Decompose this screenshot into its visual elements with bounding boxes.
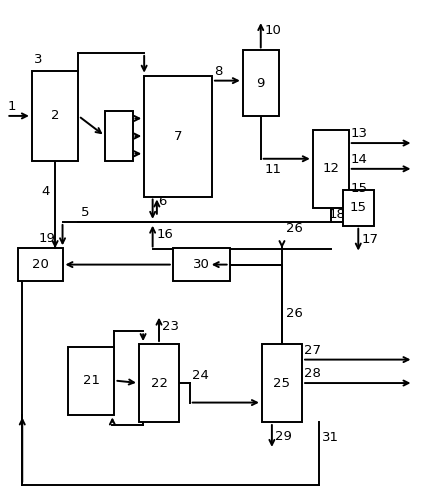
Text: 20: 20 [32, 258, 49, 271]
Text: 2: 2 [51, 109, 59, 122]
Bar [139, 344, 179, 422]
Text: 22: 22 [151, 376, 167, 390]
Text: 28: 28 [304, 367, 321, 381]
Text: 12: 12 [322, 162, 339, 175]
Bar [32, 71, 78, 161]
Text: 16: 16 [157, 228, 174, 241]
Text: 9: 9 [257, 77, 265, 90]
Bar [262, 344, 302, 422]
Text: 25: 25 [273, 376, 290, 390]
Bar [243, 50, 279, 116]
Text: 18: 18 [329, 208, 346, 221]
Bar [343, 190, 374, 226]
Bar [313, 130, 349, 208]
Text: 6: 6 [158, 195, 166, 208]
Text: 13: 13 [351, 128, 368, 141]
Text: 29: 29 [275, 430, 292, 443]
Text: 23: 23 [162, 320, 179, 333]
Text: 26: 26 [286, 307, 303, 320]
Text: 7: 7 [174, 130, 182, 143]
Bar [173, 248, 230, 281]
Text: 30: 30 [193, 258, 210, 271]
Text: 4: 4 [42, 185, 50, 198]
Bar [68, 347, 114, 414]
Text: 17: 17 [362, 233, 379, 246]
Text: 26: 26 [286, 222, 303, 234]
Text: 15: 15 [350, 201, 367, 214]
Bar [105, 111, 132, 161]
Bar [144, 76, 212, 197]
Text: 5: 5 [81, 206, 89, 219]
Text: 21: 21 [83, 374, 100, 387]
Text: 14: 14 [351, 153, 368, 166]
Bar [18, 248, 62, 281]
Text: 1: 1 [7, 100, 16, 113]
Text: 31: 31 [323, 431, 340, 444]
Text: 24: 24 [192, 369, 209, 382]
Text: 19: 19 [38, 232, 55, 244]
Text: 15: 15 [351, 182, 368, 195]
Text: 11: 11 [265, 163, 282, 176]
Text: 10: 10 [264, 24, 281, 37]
Text: 3: 3 [34, 53, 42, 66]
Text: 8: 8 [214, 65, 223, 78]
Text: 27: 27 [304, 344, 321, 357]
